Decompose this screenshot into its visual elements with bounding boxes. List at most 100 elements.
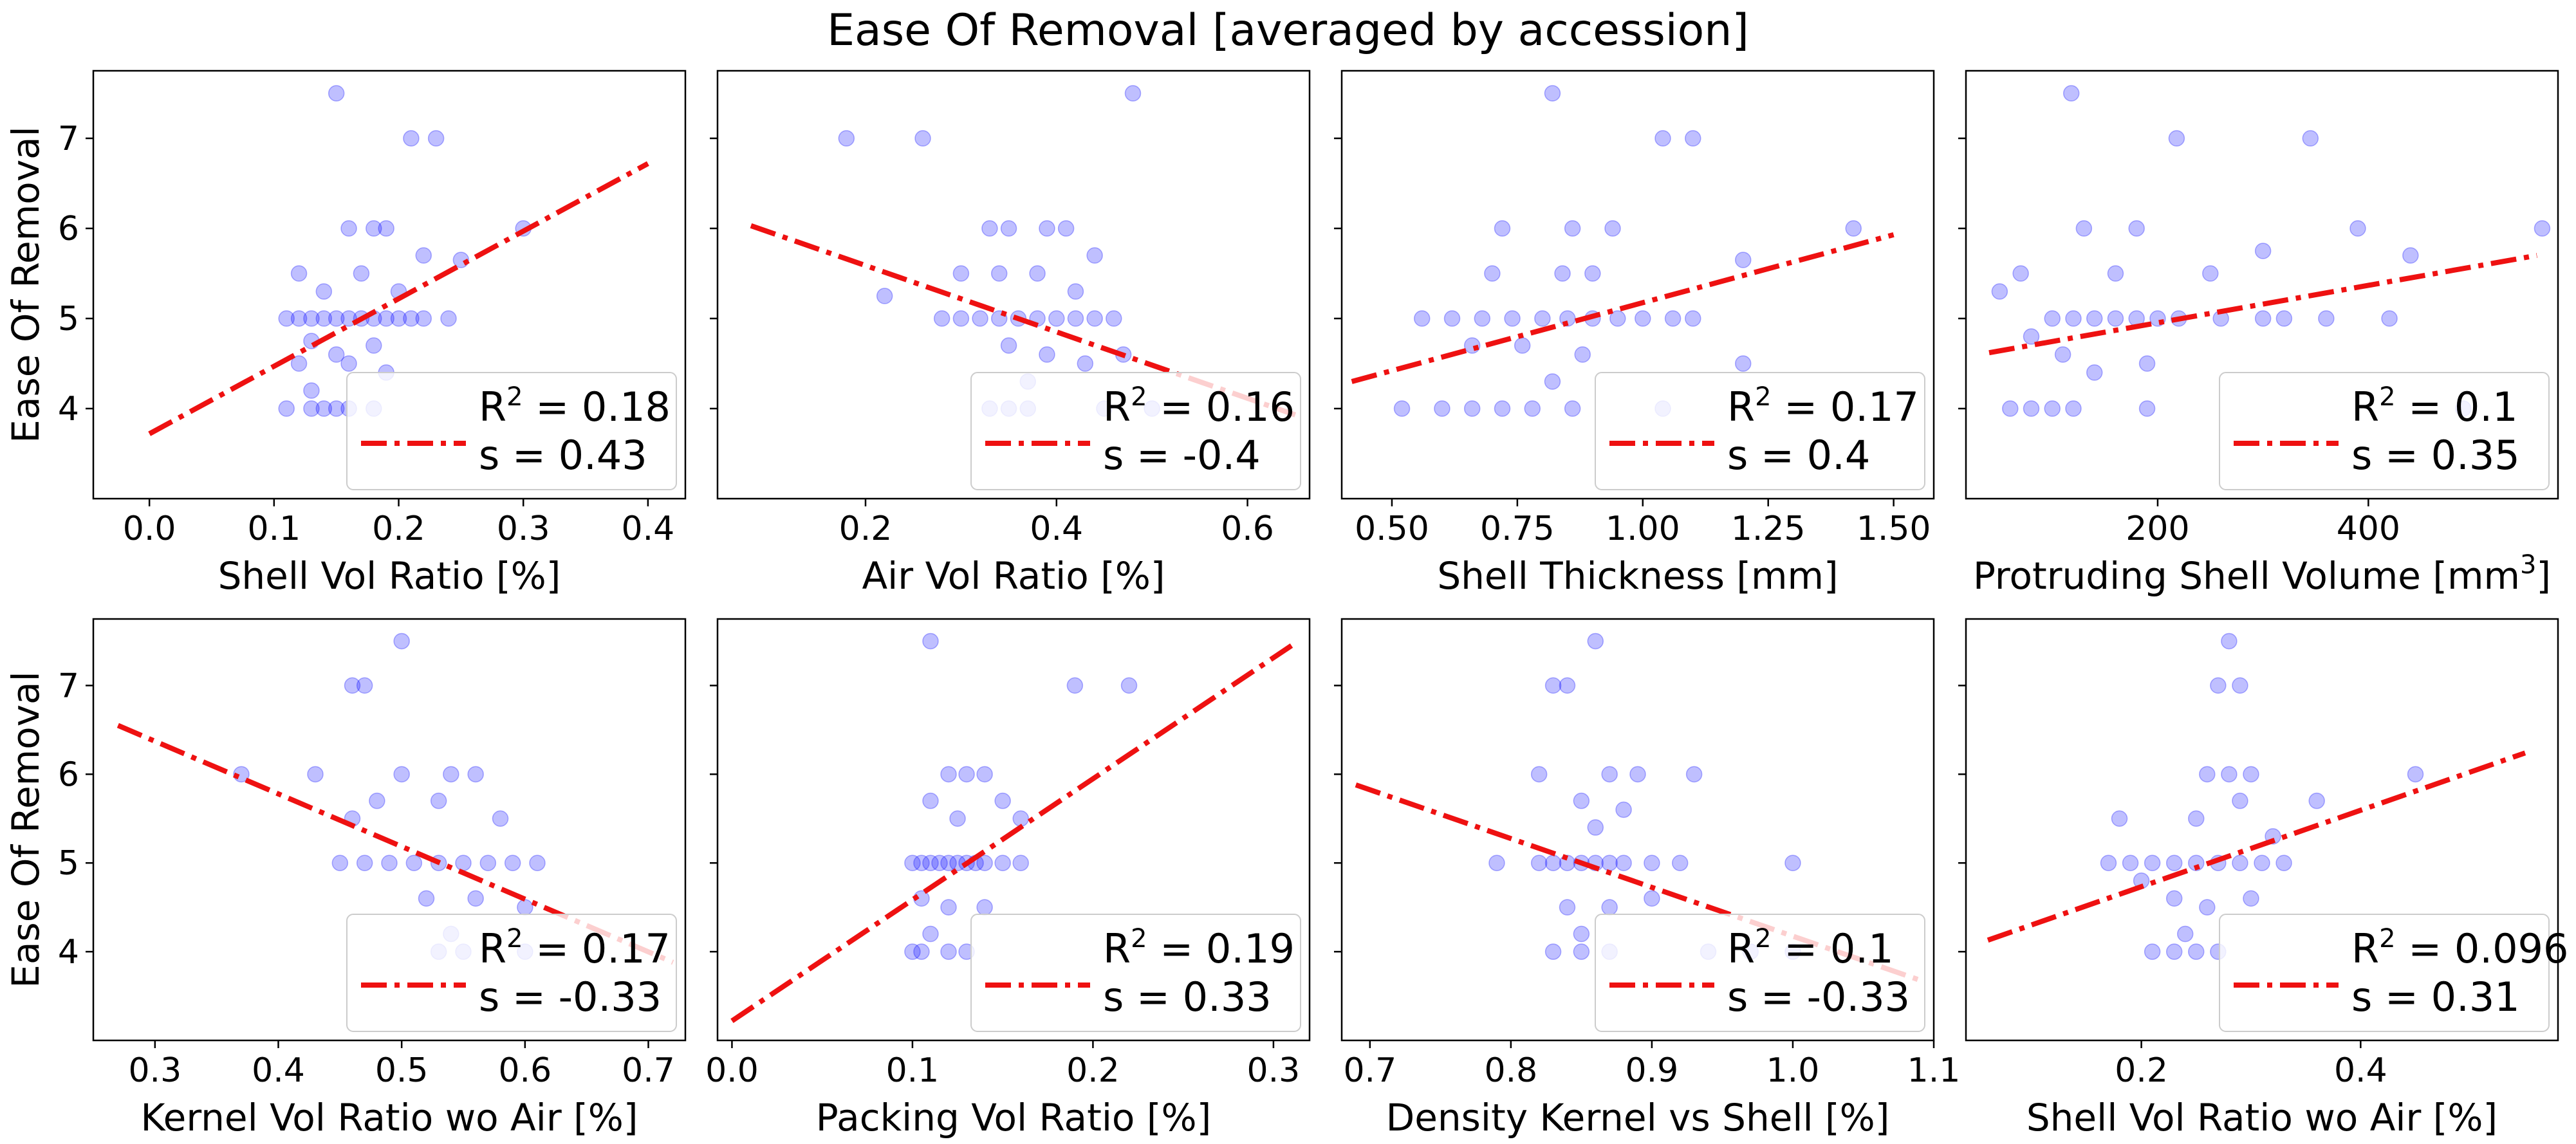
legend-box bbox=[2219, 372, 2550, 490]
legend: R2 = 0.1s = 0.35 bbox=[2219, 372, 2550, 490]
data-point bbox=[467, 766, 484, 783]
x-tick-label: 200 bbox=[2126, 510, 2189, 548]
data-point bbox=[1012, 810, 1029, 827]
x-tick-label: 0.4 bbox=[622, 510, 675, 548]
data-point bbox=[1494, 400, 1511, 417]
data-point bbox=[1574, 346, 1591, 363]
data-point bbox=[369, 792, 385, 809]
scatter-panel-6: R2 = 0.19s = 0.33 0.0 0.1 0.2 0.3 Packing Vol… bbox=[705, 618, 1311, 1139]
data-point bbox=[1544, 373, 1561, 390]
data-point bbox=[315, 400, 333, 417]
data-point bbox=[1048, 310, 1065, 327]
plot-frame bbox=[1340, 69, 1935, 500]
y-tick-label: 5 bbox=[58, 300, 79, 338]
y-tick-label: 6 bbox=[58, 210, 79, 248]
legend-r2: R2 = 0.18 bbox=[479, 382, 671, 430]
data-point bbox=[940, 766, 957, 783]
x-tick-label: 0.5 bbox=[375, 1051, 429, 1090]
data-point bbox=[307, 766, 324, 783]
data-point bbox=[1393, 400, 1411, 417]
x-tick-label: 0.7 bbox=[1343, 1051, 1396, 1090]
data-point bbox=[1057, 220, 1075, 237]
x-tick-label: 0.9 bbox=[1626, 1051, 1679, 1090]
plot-frame bbox=[92, 618, 687, 1042]
data-point bbox=[1685, 130, 1701, 147]
legend-box bbox=[1595, 914, 1925, 1032]
legend-box bbox=[2219, 914, 2550, 1032]
x-tick-label: 0.1 bbox=[886, 1051, 940, 1090]
data-point bbox=[529, 854, 546, 871]
data-point bbox=[492, 810, 509, 827]
x-tick-label: 0.0 bbox=[705, 1051, 759, 1090]
data-point bbox=[1067, 310, 1084, 327]
data-point bbox=[2065, 310, 2082, 327]
data-point bbox=[315, 310, 333, 327]
plot-frame bbox=[1965, 618, 2559, 1042]
data-point bbox=[2023, 400, 2040, 417]
data-point bbox=[1635, 310, 1651, 327]
data-point bbox=[403, 310, 420, 327]
legend: R2 = 0.16s = -0.4 bbox=[970, 372, 1301, 490]
data-point bbox=[415, 310, 432, 327]
legend-slope: s = -0.4 bbox=[1103, 432, 1261, 479]
x-axis-label: Density Kernel vs Shell [%] bbox=[1386, 1096, 1890, 1139]
data-point bbox=[290, 355, 308, 372]
data-point bbox=[1530, 766, 1548, 783]
data-point bbox=[940, 854, 957, 871]
data-point bbox=[517, 899, 533, 916]
data-point bbox=[479, 854, 497, 871]
plot-frame bbox=[92, 69, 687, 500]
x-axis-label: Shell Vol Ratio [%] bbox=[218, 554, 561, 598]
x-tick-label: 0.75 bbox=[1480, 510, 1555, 548]
data-point bbox=[922, 854, 939, 871]
data-point bbox=[2044, 400, 2061, 417]
data-point bbox=[994, 792, 1011, 809]
data-point bbox=[403, 130, 420, 147]
data-point bbox=[356, 854, 373, 871]
data-point bbox=[1644, 854, 1660, 871]
data-point bbox=[1734, 252, 1752, 268]
data-point bbox=[2188, 810, 2205, 827]
data-point bbox=[1845, 220, 1862, 237]
data-point bbox=[922, 632, 939, 650]
data-point bbox=[328, 400, 345, 417]
data-point bbox=[913, 943, 930, 960]
legend-box bbox=[1595, 372, 1925, 490]
data-point bbox=[381, 854, 398, 871]
data-point bbox=[1734, 355, 1752, 372]
data-point bbox=[976, 899, 993, 916]
data-point bbox=[2023, 328, 2040, 345]
regression-line bbox=[1351, 232, 1895, 384]
data-point bbox=[1991, 283, 2008, 300]
y-tick-label: 6 bbox=[58, 755, 79, 794]
y-tick-label: 7 bbox=[58, 667, 79, 705]
regression-line bbox=[116, 723, 674, 965]
data-point bbox=[1654, 130, 1671, 147]
legend-r2: R2 = 0.096 bbox=[2351, 924, 2568, 972]
data-point bbox=[1564, 400, 1581, 417]
data-point bbox=[1504, 310, 1521, 327]
data-point bbox=[366, 337, 382, 354]
legend-r2: R2 = 0.1 bbox=[2351, 382, 2518, 430]
data-point bbox=[2254, 310, 2272, 327]
y-axis-label: Ease Of Removal bbox=[4, 126, 48, 443]
data-point bbox=[378, 220, 394, 237]
data-point bbox=[2165, 854, 2183, 871]
data-point bbox=[1644, 890, 1660, 907]
legend: R2 = 0.1s = -0.33 bbox=[1595, 914, 1925, 1032]
data-point bbox=[1573, 943, 1590, 960]
legend-box bbox=[970, 914, 1301, 1032]
data-point bbox=[2221, 766, 2238, 783]
data-point bbox=[2122, 854, 2139, 871]
data-point bbox=[1601, 899, 1618, 916]
data-point bbox=[2188, 943, 2205, 960]
data-point bbox=[2086, 364, 2103, 381]
data-point bbox=[328, 310, 345, 327]
x-tick-label: 0.7 bbox=[622, 1051, 675, 1090]
scatter-panel-7: R2 = 0.1s = -0.33 0.7 0.8 0.9 1.0 1.1 Density … bbox=[1334, 618, 1960, 1139]
data-point bbox=[278, 310, 295, 327]
x-tick-label: 1.0 bbox=[1766, 1051, 1820, 1090]
data-point bbox=[2144, 943, 2161, 960]
data-point bbox=[353, 265, 370, 282]
data-point bbox=[952, 265, 970, 282]
